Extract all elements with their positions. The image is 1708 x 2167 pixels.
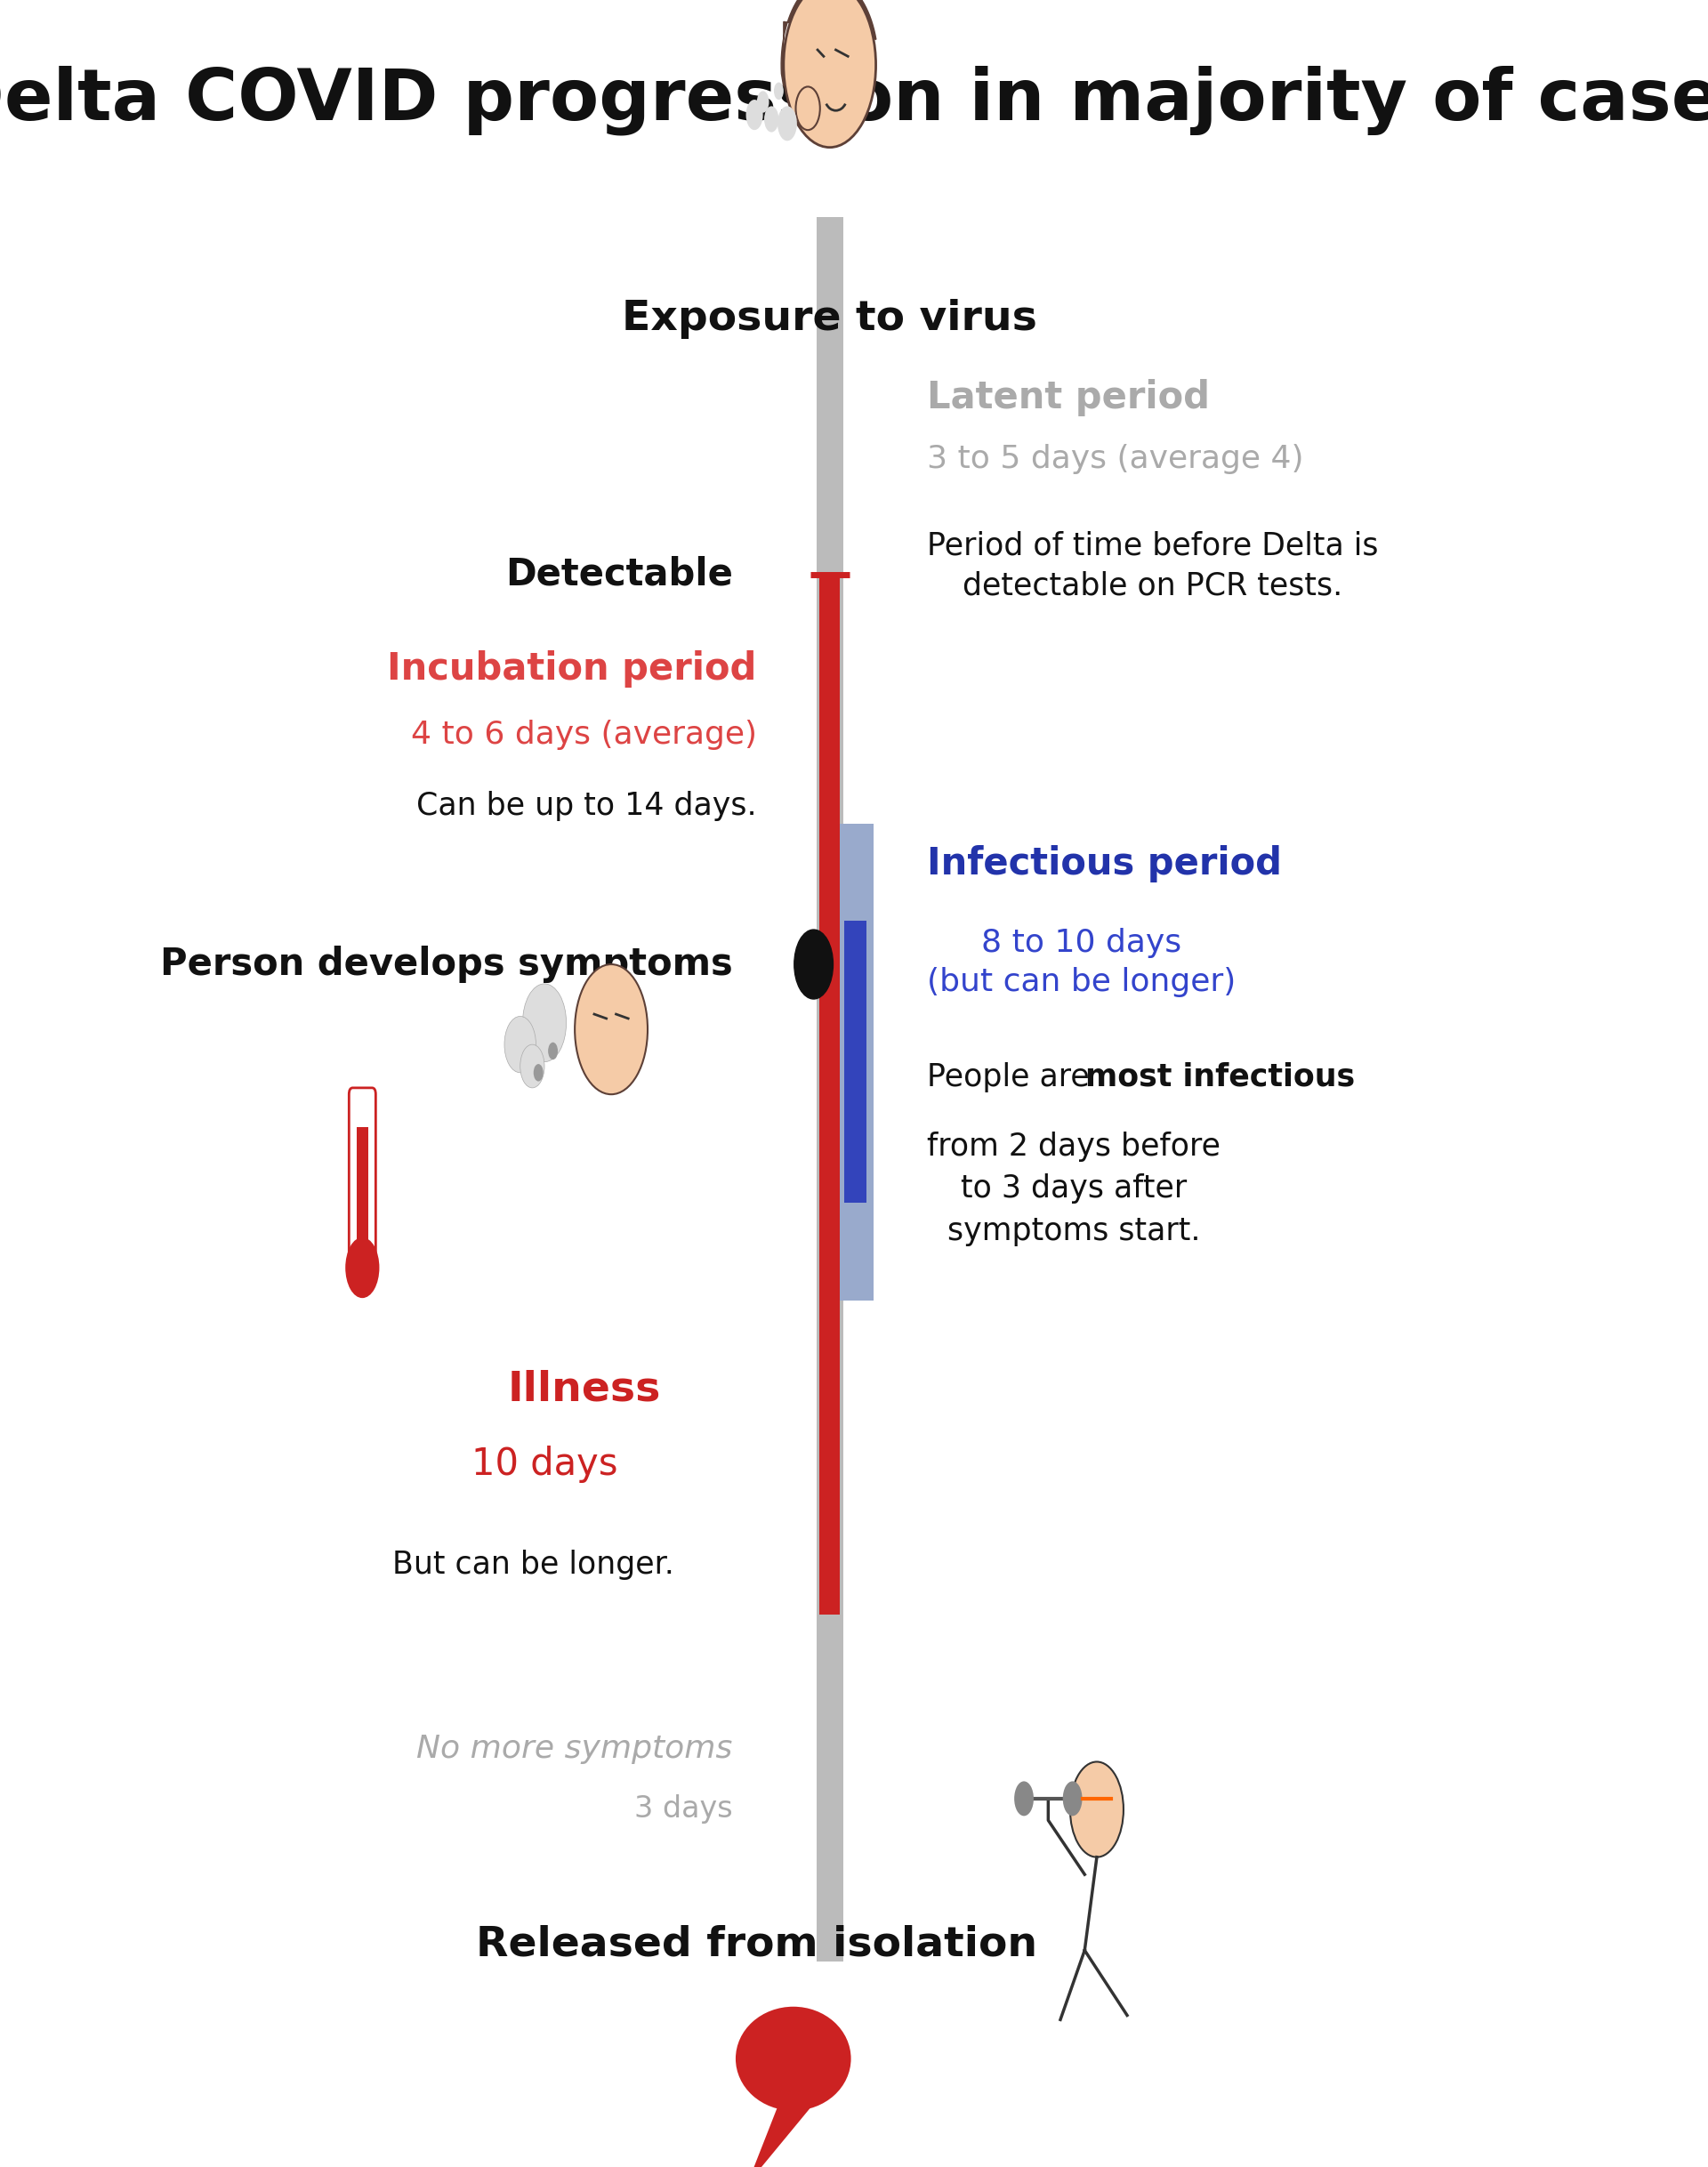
Circle shape [548, 1042, 559, 1060]
Text: Exposure to virus: Exposure to virus [622, 299, 1037, 338]
Text: No more symptoms: No more symptoms [417, 1734, 733, 1764]
Text: Released from isolation: Released from isolation [477, 1924, 1037, 1963]
Circle shape [794, 930, 834, 999]
Text: Period of time before Delta is
detectable on PCR tests.: Period of time before Delta is detectabl… [927, 531, 1378, 600]
Text: most infectious: most infectious [1085, 1062, 1354, 1092]
Text: People are: People are [927, 1062, 1100, 1092]
Circle shape [746, 100, 763, 130]
Circle shape [523, 984, 567, 1062]
Text: Delta COVID progression in majority of cases: Delta COVID progression in majority of c… [0, 65, 1708, 134]
Text: from 2 days before
to 3 days after
symptoms start.: from 2 days before to 3 days after sympt… [927, 1131, 1221, 1246]
Circle shape [1071, 1762, 1124, 1857]
Text: But can be longer.: But can be longer. [393, 1549, 675, 1580]
Text: 3 to 5 days (average 4): 3 to 5 days (average 4) [927, 444, 1303, 475]
FancyBboxPatch shape [839, 823, 873, 1300]
Ellipse shape [736, 2007, 851, 2111]
Circle shape [576, 964, 647, 1094]
FancyBboxPatch shape [816, 217, 844, 1961]
Text: Latent period: Latent period [927, 379, 1209, 416]
Circle shape [777, 106, 798, 141]
Circle shape [345, 1237, 379, 1298]
Circle shape [1015, 1781, 1033, 1816]
Text: 10 days: 10 days [471, 1445, 618, 1482]
Text: Can be up to 14 days.: Can be up to 14 days. [417, 791, 757, 821]
FancyBboxPatch shape [820, 574, 840, 1614]
Circle shape [521, 1044, 545, 1088]
Text: Incubation period: Incubation period [388, 650, 757, 687]
Text: 4 to 6 days (average): 4 to 6 days (average) [412, 719, 757, 750]
Text: Infectious period: Infectious period [927, 845, 1281, 882]
FancyBboxPatch shape [844, 921, 866, 1203]
Circle shape [763, 106, 779, 132]
Polygon shape [781, 0, 876, 87]
FancyBboxPatch shape [348, 1088, 376, 1263]
Text: 3 days: 3 days [634, 1794, 733, 1825]
Text: Illness: Illness [507, 1370, 661, 1409]
Text: Person develops symptoms: Person develops symptoms [161, 945, 733, 984]
Text: 8 to 10 days
(but can be longer): 8 to 10 days (but can be longer) [927, 927, 1237, 997]
Circle shape [796, 87, 820, 130]
Circle shape [757, 91, 769, 113]
Circle shape [533, 1064, 543, 1081]
Circle shape [774, 82, 784, 100]
Circle shape [784, 0, 876, 147]
Circle shape [504, 1016, 536, 1073]
FancyBboxPatch shape [357, 1127, 369, 1246]
Circle shape [1062, 1781, 1083, 1816]
Polygon shape [746, 2098, 815, 2167]
Text: Detectable: Detectable [506, 555, 733, 594]
